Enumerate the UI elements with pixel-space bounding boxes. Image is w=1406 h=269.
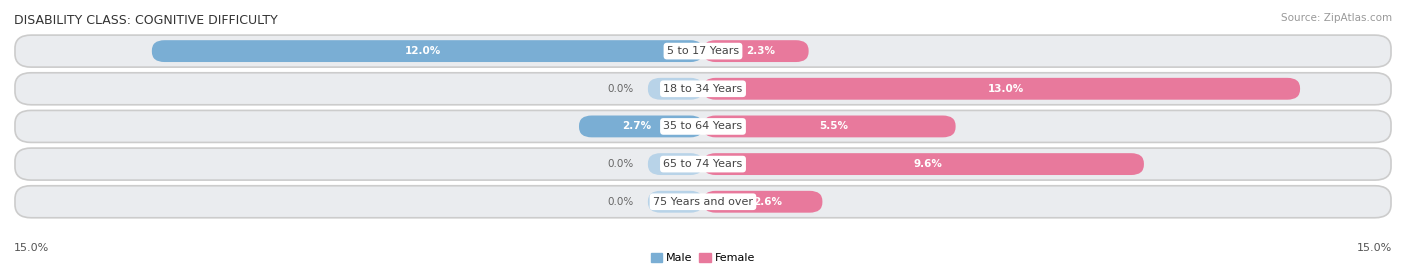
Text: 0.0%: 0.0% xyxy=(607,197,634,207)
FancyBboxPatch shape xyxy=(15,186,1391,218)
Text: 15.0%: 15.0% xyxy=(14,243,49,253)
Text: 75 Years and over: 75 Years and over xyxy=(652,197,754,207)
FancyBboxPatch shape xyxy=(15,73,1391,105)
FancyBboxPatch shape xyxy=(703,153,1144,175)
Legend: Male, Female: Male, Female xyxy=(647,249,759,268)
Text: 35 to 64 Years: 35 to 64 Years xyxy=(664,121,742,132)
Text: 2.3%: 2.3% xyxy=(747,46,775,56)
Text: 2.7%: 2.7% xyxy=(621,121,651,132)
Text: 12.0%: 12.0% xyxy=(405,46,441,56)
Text: 9.6%: 9.6% xyxy=(914,159,942,169)
Text: 15.0%: 15.0% xyxy=(1357,243,1392,253)
FancyBboxPatch shape xyxy=(15,35,1391,67)
FancyBboxPatch shape xyxy=(703,115,956,137)
FancyBboxPatch shape xyxy=(648,78,703,100)
FancyBboxPatch shape xyxy=(703,191,823,213)
FancyBboxPatch shape xyxy=(15,110,1391,143)
FancyBboxPatch shape xyxy=(152,40,703,62)
Text: 5 to 17 Years: 5 to 17 Years xyxy=(666,46,740,56)
Text: 0.0%: 0.0% xyxy=(607,159,634,169)
FancyBboxPatch shape xyxy=(703,78,1301,100)
Text: 18 to 34 Years: 18 to 34 Years xyxy=(664,84,742,94)
Text: 5.5%: 5.5% xyxy=(820,121,848,132)
FancyBboxPatch shape xyxy=(579,115,703,137)
FancyBboxPatch shape xyxy=(703,40,808,62)
Text: 65 to 74 Years: 65 to 74 Years xyxy=(664,159,742,169)
Text: Source: ZipAtlas.com: Source: ZipAtlas.com xyxy=(1281,13,1392,23)
Text: DISABILITY CLASS: COGNITIVE DIFFICULTY: DISABILITY CLASS: COGNITIVE DIFFICULTY xyxy=(14,14,278,27)
Text: 0.0%: 0.0% xyxy=(607,84,634,94)
FancyBboxPatch shape xyxy=(648,153,703,175)
FancyBboxPatch shape xyxy=(15,148,1391,180)
Text: 13.0%: 13.0% xyxy=(988,84,1024,94)
Text: 2.6%: 2.6% xyxy=(752,197,782,207)
FancyBboxPatch shape xyxy=(648,191,703,213)
